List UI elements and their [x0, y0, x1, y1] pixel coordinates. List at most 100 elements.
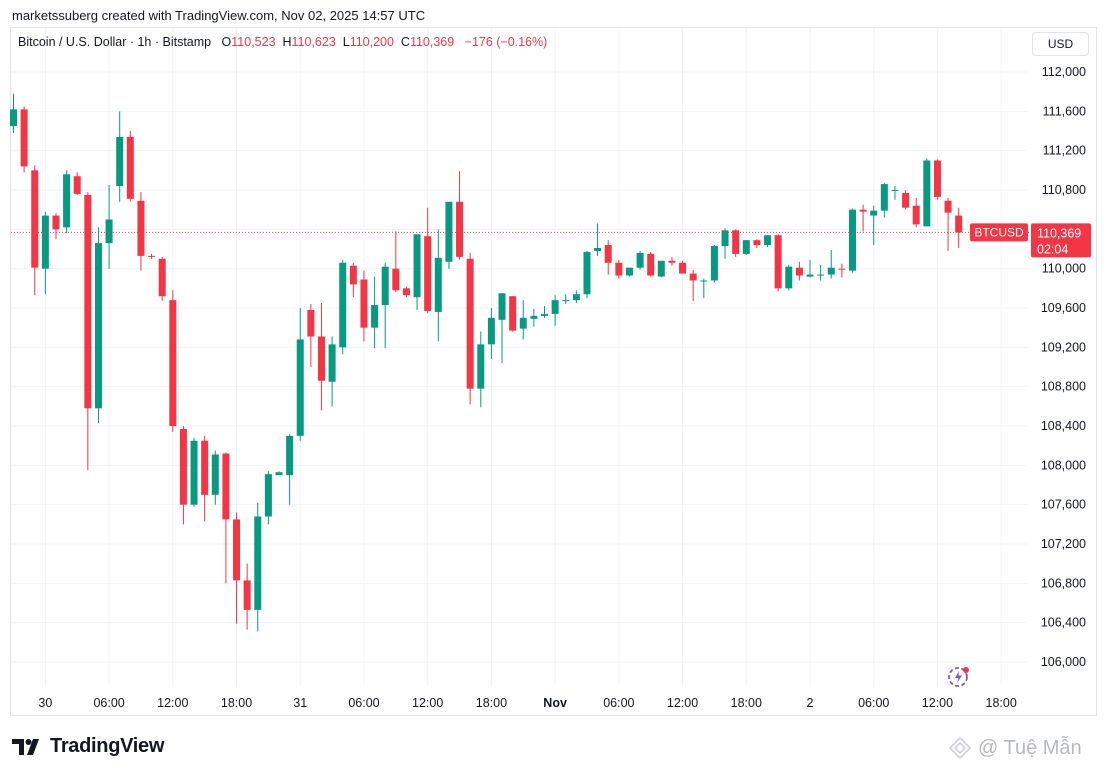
- tradingview-logo[interactable]: TradingView: [12, 735, 164, 758]
- candle-body: [933, 160, 941, 197]
- diamond-icon: [948, 736, 972, 760]
- candle-body: [392, 268, 400, 291]
- candle-body: [371, 305, 379, 328]
- price-tag-countdown: 02:04: [1037, 242, 1068, 256]
- candle-body: [562, 300, 570, 302]
- low-value: 110,200: [349, 35, 394, 49]
- price-tag-bg: [1031, 223, 1091, 258]
- candle-body: [838, 268, 846, 270]
- candle-body: [891, 190, 899, 191]
- candle-body: [530, 315, 538, 319]
- candle-body: [636, 252, 644, 268]
- y-tick-label: 106,000: [1041, 655, 1086, 669]
- candle-body: [201, 440, 209, 495]
- candle-body: [625, 267, 633, 276]
- x-tick-label: 18:00: [986, 696, 1017, 710]
- candle-body: [519, 317, 527, 329]
- chart-credit: marketssuberg created with TradingView.c…: [12, 8, 426, 23]
- candle-body: [20, 109, 28, 167]
- y-tick-label: 111,600: [1043, 104, 1086, 118]
- y-tick-label: 109,600: [1041, 301, 1086, 315]
- candle-body: [328, 344, 336, 382]
- candle-body: [774, 235, 782, 289]
- x-tick-label: 12:00: [667, 696, 698, 710]
- x-tick-label: 06:00: [603, 696, 634, 710]
- candle-body: [105, 219, 113, 244]
- candle-body: [445, 201, 453, 262]
- candle-body: [169, 300, 177, 426]
- candle-body: [84, 194, 92, 409]
- x-tick-label: 18:00: [476, 696, 507, 710]
- candle-body: [955, 215, 963, 233]
- open-value: 110,523: [231, 35, 276, 49]
- y-tick-label: 111,200: [1043, 144, 1086, 158]
- candle-body: [902, 192, 910, 208]
- x-tick-label: Nov: [543, 696, 567, 710]
- candle-body: [41, 215, 49, 269]
- candle-body: [870, 210, 878, 216]
- symbol-description[interactable]: Bitcoin / U.S. Dollar · 1h · Bitstamp: [18, 35, 212, 49]
- candle-body: [572, 294, 580, 301]
- currency-button[interactable]: USD: [1032, 32, 1089, 56]
- candle-body: [785, 266, 793, 289]
- candle-body: [73, 176, 81, 194]
- candle-body: [52, 215, 60, 230]
- y-tick-label: 107,600: [1041, 498, 1086, 512]
- candle-body: [880, 184, 888, 211]
- y-tick-label: 106,800: [1041, 576, 1086, 590]
- x-tick-label: 2: [807, 696, 814, 710]
- candle-body: [126, 136, 134, 199]
- time-axis: 30 06:00 12:00 18:00 31 06:00 12:00 18:00 Nov 06:…: [38, 696, 1016, 710]
- replay-icon[interactable]: [946, 664, 972, 690]
- chart-frame[interactable]: [10, 27, 1097, 716]
- candles: [10, 93, 963, 632]
- candle-body: [487, 317, 495, 345]
- candle-body: [551, 300, 559, 314]
- candle-body: [912, 205, 920, 225]
- candle-body: [31, 170, 39, 268]
- high-value: 110,623: [291, 35, 336, 49]
- y-tick-label: 112,000: [1042, 65, 1086, 79]
- price-axis: 106,000 106,400 106,800 107,200 107,600 108,0…: [1041, 65, 1086, 669]
- candle-body: [944, 200, 952, 213]
- close-value: 110,369: [409, 35, 455, 49]
- candle-body: [254, 516, 262, 610]
- y-tick-label: 109,200: [1041, 340, 1086, 354]
- candle-body: [498, 293, 506, 320]
- y-tick-label: 108,000: [1041, 458, 1086, 472]
- x-tick-label: 12:00: [157, 696, 188, 710]
- candle-body: [286, 435, 294, 476]
- symbol-tag-bg: [970, 223, 1028, 242]
- candle-body: [190, 440, 198, 505]
- watermark: @ Tuệ Mẫn: [948, 736, 1082, 760]
- x-tick-label: 12:00: [412, 696, 443, 710]
- candle-body: [848, 209, 856, 271]
- candle-body: [806, 274, 814, 277]
- candle-body: [211, 454, 219, 495]
- open-label: O: [221, 35, 232, 49]
- tradingview-logo-text: TradingView: [50, 735, 165, 757]
- x-tick-label: 18:00: [731, 696, 762, 710]
- watermark-text: @ Tuệ Mẫn: [978, 736, 1082, 759]
- candle-body: [466, 258, 474, 389]
- candle-body: [296, 339, 304, 436]
- candle-body: [541, 313, 548, 316]
- candle-body: [148, 255, 156, 257]
- candle-body: [275, 472, 283, 476]
- candle-body: [360, 279, 368, 328]
- high-label: H: [282, 35, 292, 49]
- candle-body: [222, 453, 230, 520]
- candle-body: [604, 245, 612, 263]
- last-price-line: BTCUSD 110,369 02:04: [11, 223, 1091, 258]
- candle-body: [827, 267, 835, 275]
- grid-lines: [11, 28, 1028, 686]
- y-tick-label: 106,400: [1041, 616, 1086, 630]
- candle-body: [859, 209, 867, 212]
- x-tick-label: 06:00: [858, 696, 889, 710]
- candle-body: [764, 235, 772, 246]
- symbol-tag: BTCUSD: [974, 225, 1024, 239]
- candle-body: [158, 258, 166, 297]
- candle-body: [456, 201, 464, 257]
- candle-body: [817, 274, 825, 276]
